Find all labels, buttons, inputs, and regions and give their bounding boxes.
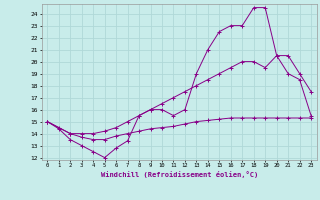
X-axis label: Windchill (Refroidissement éolien,°C): Windchill (Refroidissement éolien,°C) [100,171,258,178]
